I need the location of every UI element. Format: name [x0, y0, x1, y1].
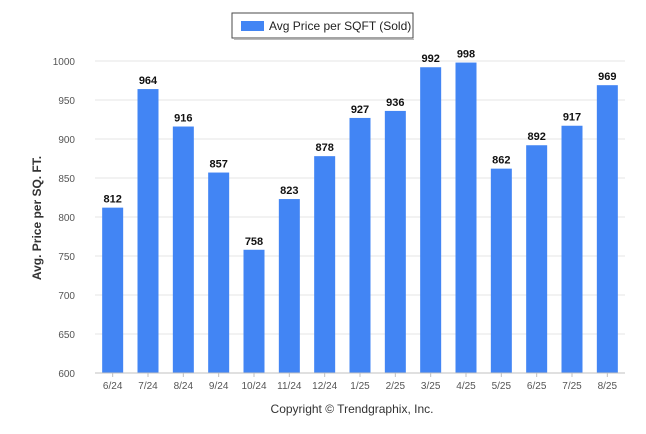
x-tick-label: 12/24: [312, 381, 337, 392]
x-tick-label: 8/25: [598, 381, 618, 392]
x-tick-label: 4/25: [456, 381, 476, 392]
x-tick-label: 8/24: [174, 381, 194, 392]
data-label: 823: [280, 185, 298, 197]
bars: [102, 62, 618, 374]
data-label: 998: [457, 49, 475, 61]
y-tick-label: 900: [58, 135, 75, 146]
data-label: 812: [103, 194, 121, 206]
data-label: 992: [421, 53, 439, 65]
x-axis-ticks: 6/24 7/24 8/24 9/24 10/24 11/24 12/24 1/25 2/25 3…: [103, 373, 618, 392]
bar[interactable]: [526, 145, 548, 373]
bar[interactable]: [243, 249, 265, 373]
x-tick-label: 11/24: [277, 381, 302, 392]
x-tick-label: 9/24: [209, 381, 229, 392]
bar[interactable]: [102, 207, 124, 373]
data-label: 916: [174, 113, 192, 125]
bar[interactable]: [420, 67, 442, 374]
data-label: 857: [209, 159, 227, 171]
data-label: 892: [527, 131, 545, 143]
data-label: 917: [563, 112, 581, 124]
y-tick-label: 700: [58, 291, 75, 302]
bar[interactable]: [278, 199, 300, 373]
bar[interactable]: [172, 126, 194, 374]
data-label: 758: [245, 236, 263, 248]
bar[interactable]: [349, 117, 371, 373]
y-axis-title: Avg. Price per SQ. FT.: [30, 156, 44, 280]
copyright-text: Copyright © Trendgraphix, Inc.: [271, 402, 434, 416]
bar[interactable]: [561, 125, 583, 374]
x-tick-label: 2/25: [386, 381, 406, 392]
y-tick-label: 650: [58, 330, 75, 341]
bar[interactable]: [384, 110, 406, 374]
data-label: 936: [386, 97, 404, 109]
y-tick-label: 800: [58, 213, 75, 224]
x-tick-label: 6/24: [103, 381, 123, 392]
x-tick-label: 3/25: [421, 381, 441, 392]
data-label: 927: [351, 104, 369, 116]
legend-label: Avg Price per SQFT (Sold): [269, 19, 411, 33]
y-tick-label: 950: [58, 96, 75, 107]
bar[interactable]: [490, 168, 512, 373]
bar[interactable]: [208, 172, 230, 373]
y-tick-label: 1000: [53, 57, 76, 68]
data-labels: 812 964 916 857 758 823 878 927 936 992 998 862 892 9…: [103, 49, 616, 248]
x-tick-label: 5/25: [492, 381, 512, 392]
x-tick-label: 1/25: [350, 381, 370, 392]
legend[interactable]: Avg Price per SQFT (Sold): [231, 12, 414, 40]
x-tick-label: 7/25: [562, 381, 582, 392]
data-label: 969: [598, 71, 616, 83]
x-tick-label: 7/24: [138, 381, 158, 392]
data-label: 964: [139, 75, 158, 87]
x-tick-label: 10/24: [241, 381, 266, 392]
bar[interactable]: [596, 85, 618, 374]
legend-swatch: [241, 21, 264, 31]
y-tick-label: 850: [58, 174, 75, 185]
y-tick-label: 750: [58, 252, 75, 263]
bar[interactable]: [137, 89, 159, 373]
y-tick-label: 600: [58, 369, 75, 380]
data-label: 862: [492, 155, 510, 167]
x-tick-label: 6/25: [527, 381, 547, 392]
y-axis-ticks: 600 650 700 750 800 850 900 950 1000: [53, 57, 76, 380]
bar[interactable]: [455, 62, 477, 374]
bar[interactable]: [314, 156, 336, 373]
data-label: 878: [315, 142, 333, 154]
